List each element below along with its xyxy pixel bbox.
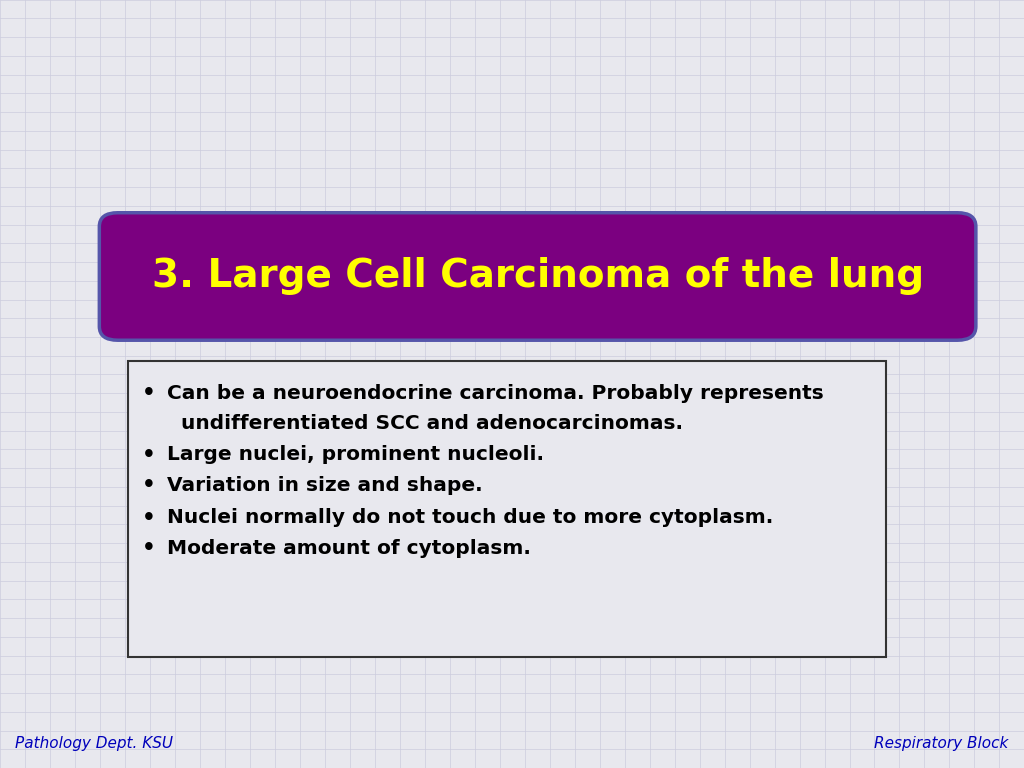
Text: Moderate amount of cytoplasm.: Moderate amount of cytoplasm. bbox=[167, 539, 530, 558]
Text: •: • bbox=[141, 538, 156, 558]
Text: Pathology Dept. KSU: Pathology Dept. KSU bbox=[15, 736, 173, 751]
Text: Variation in size and shape.: Variation in size and shape. bbox=[167, 476, 482, 495]
Text: undifferentiated SCC and adenocarcinomas.: undifferentiated SCC and adenocarcinomas… bbox=[167, 414, 683, 432]
Text: •: • bbox=[141, 475, 156, 495]
Text: Nuclei normally do not touch due to more cytoplasm.: Nuclei normally do not touch due to more… bbox=[167, 508, 773, 527]
Text: Large nuclei, prominent nucleoli.: Large nuclei, prominent nucleoli. bbox=[167, 445, 544, 464]
Text: Respiratory Block: Respiratory Block bbox=[874, 736, 1009, 751]
Text: •: • bbox=[141, 445, 156, 465]
Text: •: • bbox=[141, 508, 156, 528]
FancyBboxPatch shape bbox=[128, 361, 886, 657]
Text: 3. Large Cell Carcinoma of the lung: 3. Large Cell Carcinoma of the lung bbox=[152, 257, 924, 295]
FancyBboxPatch shape bbox=[99, 213, 976, 340]
Text: •: • bbox=[141, 383, 156, 403]
Text: Can be a neuroendocrine carcinoma. Probably represents: Can be a neuroendocrine carcinoma. Proba… bbox=[167, 384, 823, 402]
